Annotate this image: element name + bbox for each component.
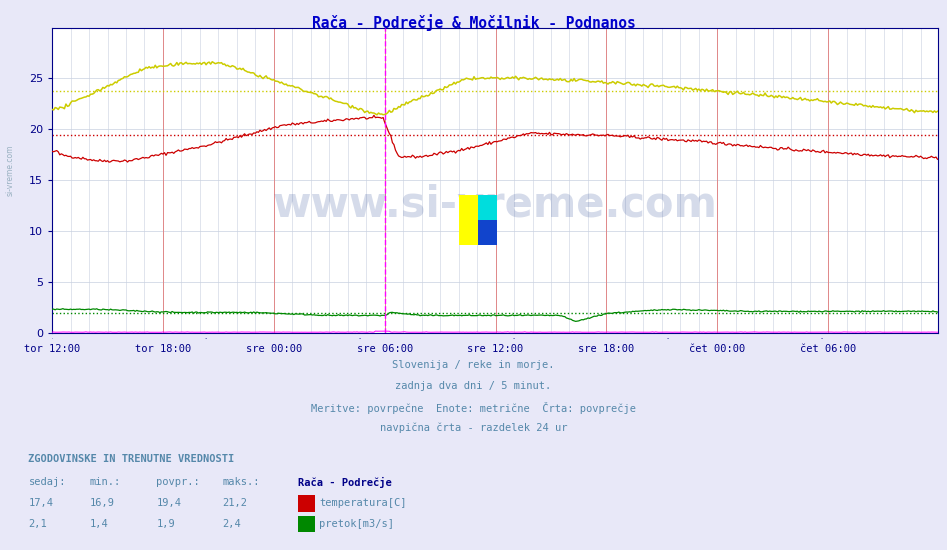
Text: sre 18:00: sre 18:00 (579, 344, 634, 354)
Text: pretok[m3/s]: pretok[m3/s] (319, 519, 394, 529)
Text: čet 00:00: čet 00:00 (689, 344, 745, 354)
Text: Rača - Podrečje & Močilnik - Podnanos: Rača - Podrečje & Močilnik - Podnanos (312, 14, 635, 31)
Text: Rača - Podrečje: Rača - Podrečje (298, 477, 392, 488)
Text: navpična črta - razdelek 24 ur: navpična črta - razdelek 24 ur (380, 423, 567, 433)
Text: min.:: min.: (90, 477, 121, 487)
Text: Meritve: povrpečne  Enote: metrične  Črta: povprečje: Meritve: povrpečne Enote: metrične Črta:… (311, 402, 636, 414)
Text: sedaj:: sedaj: (28, 477, 66, 487)
Bar (478, 220, 497, 245)
Text: povpr.:: povpr.: (156, 477, 200, 487)
Text: sre 06:00: sre 06:00 (357, 344, 413, 354)
Text: 17,4: 17,4 (28, 498, 53, 508)
Text: 1,9: 1,9 (156, 519, 175, 529)
Text: 19,4: 19,4 (156, 498, 181, 508)
Text: temperatura[C]: temperatura[C] (319, 498, 406, 508)
Text: www.si-vreme.com: www.si-vreme.com (273, 184, 717, 226)
Bar (478, 195, 497, 220)
Text: 21,2: 21,2 (223, 498, 247, 508)
Text: Slovenija / reke in morje.: Slovenija / reke in morje. (392, 360, 555, 370)
Bar (459, 195, 478, 245)
Text: čet 06:00: čet 06:00 (800, 344, 856, 354)
Text: ZGODOVINSKE IN TRENUTNE VREDNOSTI: ZGODOVINSKE IN TRENUTNE VREDNOSTI (28, 454, 235, 464)
Text: sre 00:00: sre 00:00 (245, 344, 302, 354)
Text: zadnja dva dni / 5 minut.: zadnja dva dni / 5 minut. (396, 381, 551, 391)
Text: tor 18:00: tor 18:00 (134, 344, 191, 354)
Text: 1,4: 1,4 (90, 519, 109, 529)
Text: si-vreme.com: si-vreme.com (6, 145, 15, 196)
Text: 2,4: 2,4 (223, 519, 241, 529)
Text: 16,9: 16,9 (90, 498, 115, 508)
Text: sre 12:00: sre 12:00 (468, 344, 524, 354)
Text: tor 12:00: tor 12:00 (24, 344, 80, 354)
Text: maks.:: maks.: (223, 477, 260, 487)
Text: 2,1: 2,1 (28, 519, 47, 529)
